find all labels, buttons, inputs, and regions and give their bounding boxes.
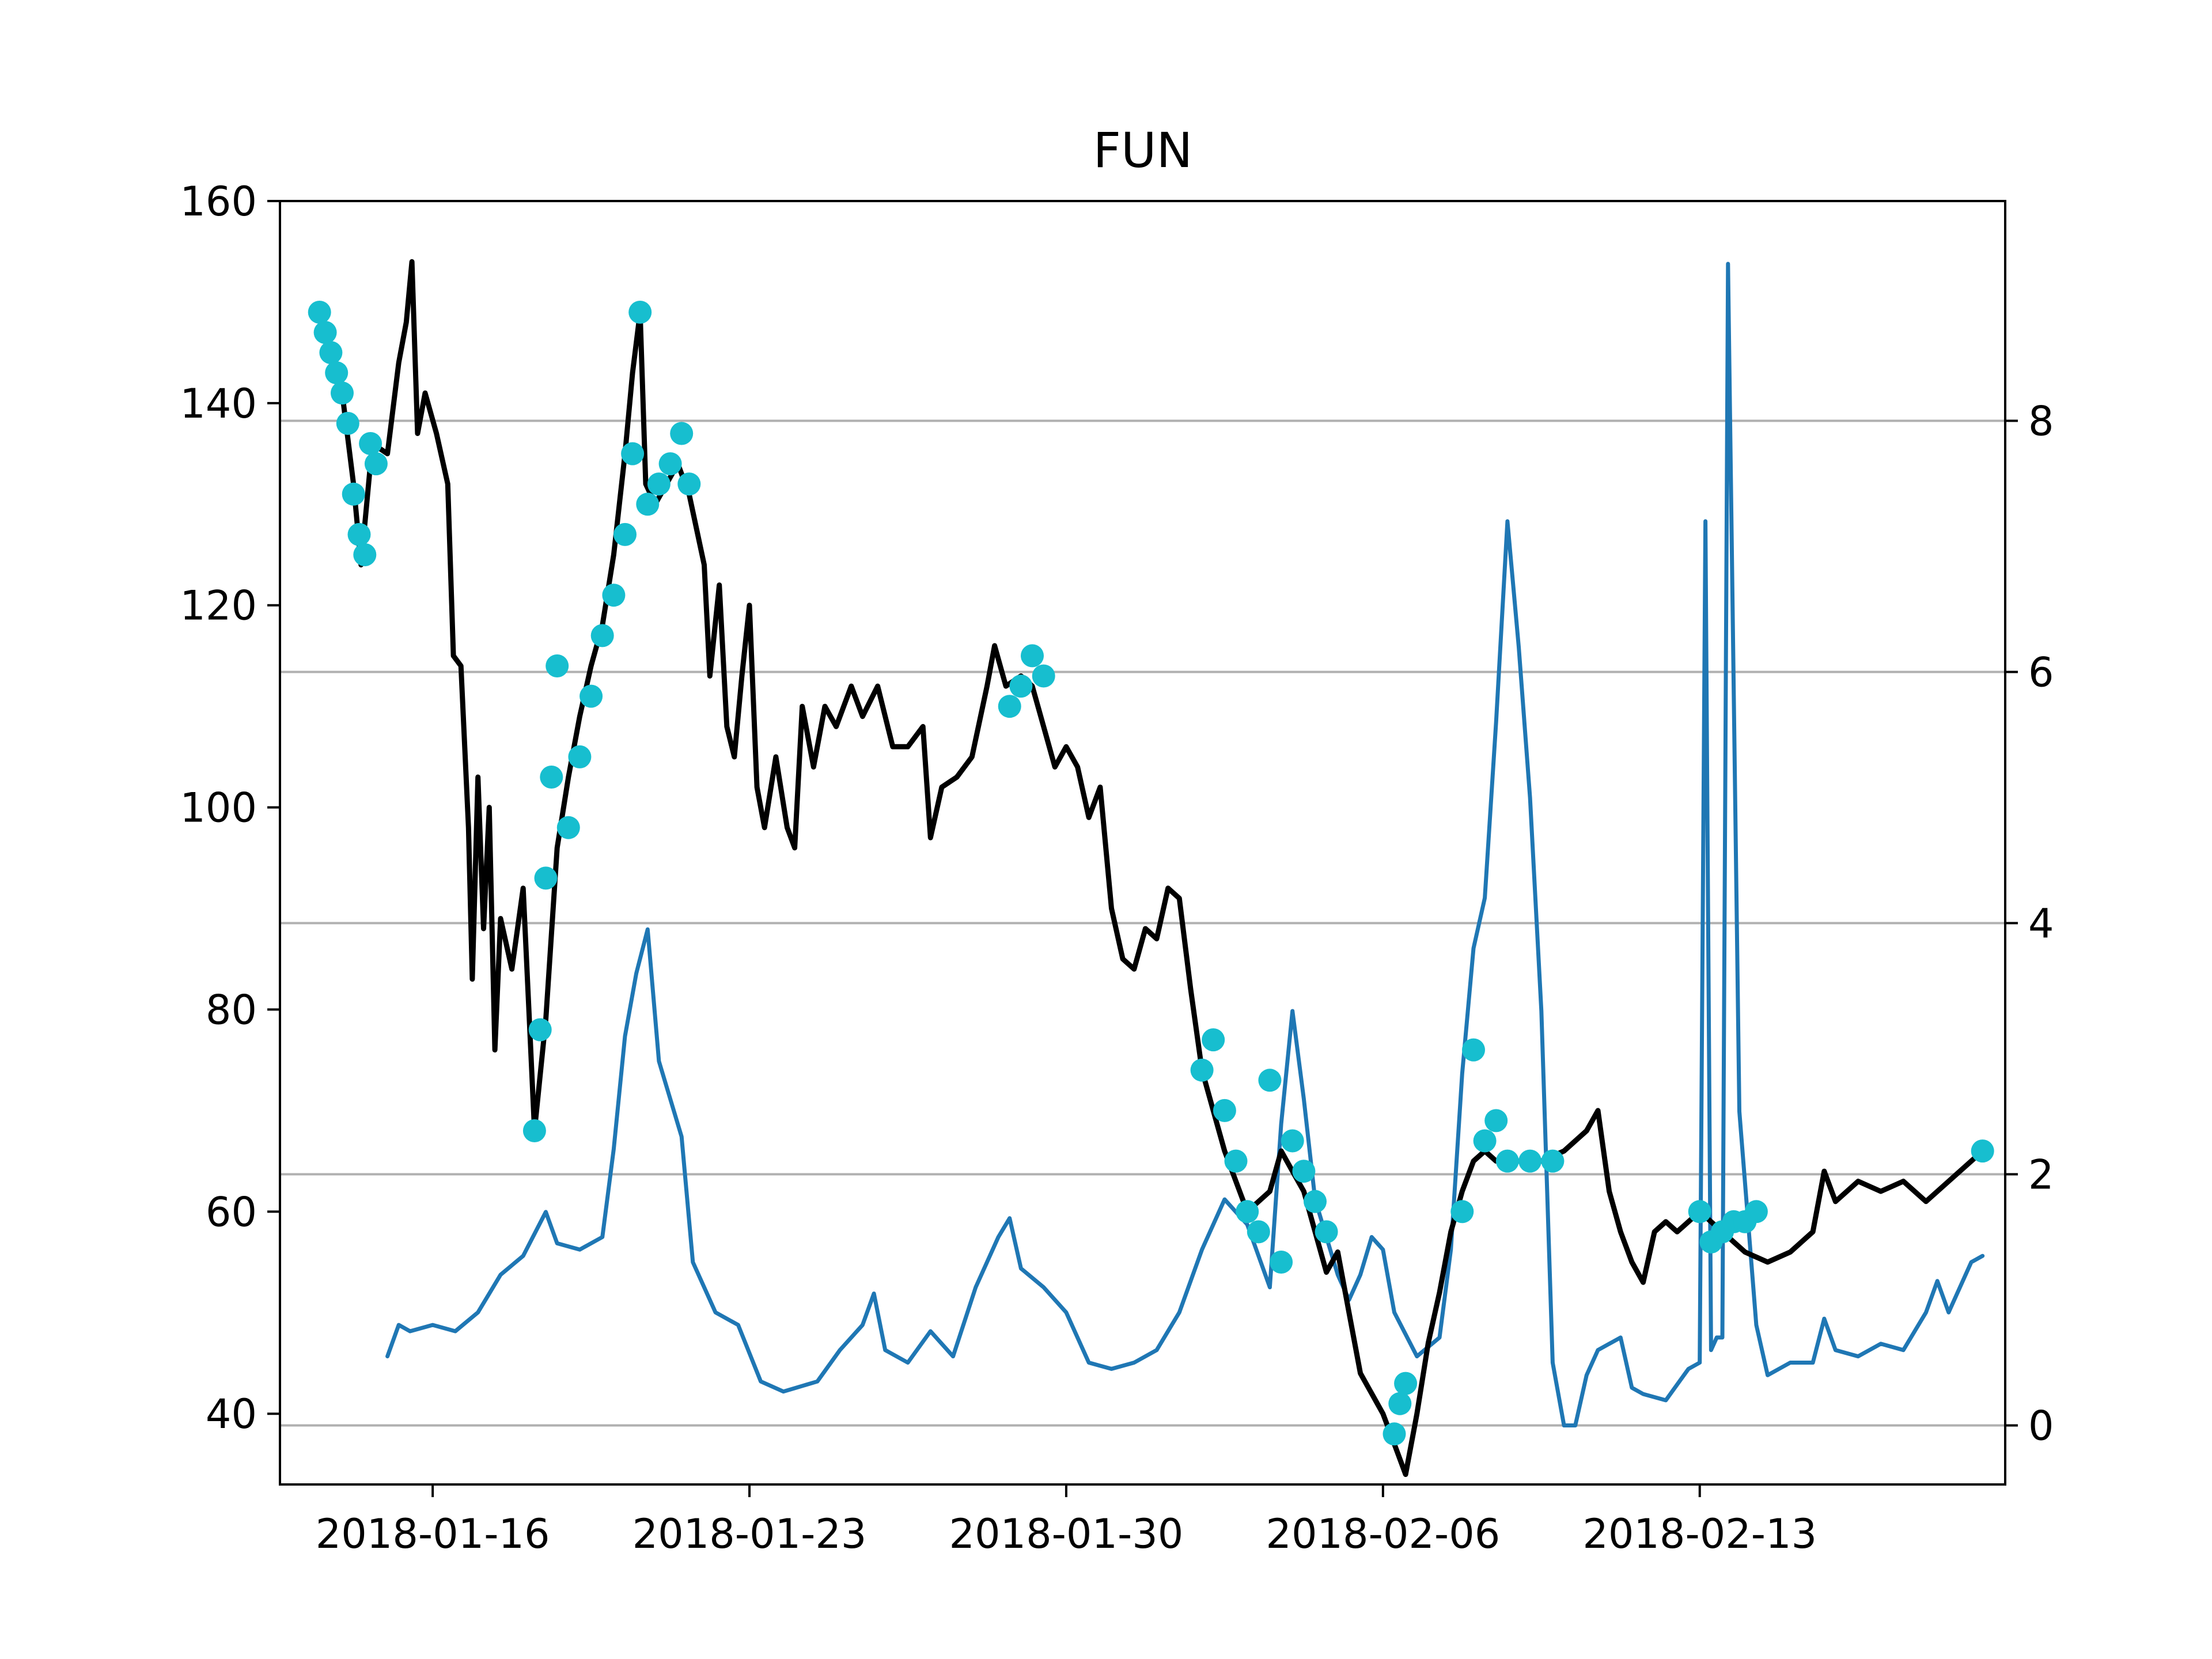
marker-point [1518, 1149, 1542, 1173]
marker-point [613, 522, 637, 546]
y-left-tick-label: 80 [206, 986, 257, 1033]
marker-point [336, 412, 359, 435]
marker-point [1315, 1220, 1338, 1244]
marker-point [528, 1018, 552, 1041]
marker-point [540, 766, 563, 789]
y-right-tick-label: 0 [2028, 1403, 2054, 1450]
marker-point [1484, 1109, 1508, 1132]
marker-point [1462, 1038, 1485, 1062]
marker-point [568, 745, 592, 768]
marker-point [579, 684, 603, 708]
marker-point [590, 624, 614, 647]
marker-point [1688, 1200, 1711, 1224]
y-left-tick-label: 160 [180, 178, 257, 225]
marker-point [1190, 1058, 1214, 1082]
y-right-tick-label: 4 [2028, 900, 2054, 948]
marker-point [647, 472, 671, 496]
marker-point [1032, 664, 1055, 688]
marker-point [1224, 1149, 1248, 1173]
y-left-tick-label: 120 [180, 582, 257, 630]
marker-point [522, 1119, 546, 1142]
marker-point [342, 482, 365, 506]
marker-point [1450, 1200, 1474, 1224]
marker-point [1541, 1149, 1565, 1173]
x-tick-label: 2018-02-13 [1582, 1510, 1817, 1558]
marker-point [1744, 1200, 1768, 1224]
marker-point [556, 816, 580, 839]
marker-point [1495, 1149, 1519, 1173]
marker-point [1236, 1200, 1259, 1224]
marker-point [319, 341, 343, 365]
marker-point [602, 584, 626, 607]
marker-point [998, 695, 1021, 718]
marker-point [359, 432, 382, 455]
marker-point [636, 493, 660, 516]
marker-point [621, 442, 645, 465]
marker-point [364, 452, 388, 476]
y-axis-left: 40 60 80 100 120 140 160 [180, 178, 280, 1438]
marker-point [1270, 1251, 1293, 1274]
marker-point [1304, 1190, 1327, 1213]
marker-point [1258, 1069, 1282, 1092]
gridlines [280, 419, 2005, 1427]
plot-frame [279, 200, 2006, 1486]
marker-point [1202, 1028, 1225, 1052]
indicator-series [385, 262, 1985, 1427]
marker-point [1021, 644, 1044, 668]
indicator-line [385, 262, 1985, 1427]
y-right-tick-label: 6 [2028, 649, 2054, 696]
marker-point [1394, 1372, 1418, 1395]
marker-point [670, 422, 694, 445]
marker-point [1213, 1099, 1236, 1122]
marker-point [628, 301, 652, 324]
marker-point [1388, 1392, 1412, 1415]
marker-point [1971, 1139, 1994, 1163]
x-axis: 2018-01-16 2018-01-23 2018-01-30 2018-02-06… [316, 1484, 1817, 1558]
x-tick-label: 2018-01-16 [316, 1510, 550, 1558]
x-tick-label: 2018-01-30 [949, 1510, 1184, 1558]
y-left-tick-label: 40 [206, 1391, 257, 1438]
marker-point [1009, 675, 1033, 698]
marker-point [534, 866, 558, 890]
marker-point [1473, 1129, 1497, 1153]
x-tick-label: 2018-02-06 [1266, 1510, 1500, 1558]
marker-point [1382, 1422, 1406, 1446]
y-left-tick-label: 100 [180, 785, 257, 832]
marker-point [546, 654, 569, 677]
marker-point [347, 522, 371, 546]
marker-point [1281, 1129, 1304, 1153]
y-axis-right: 0 2 4 6 8 [2005, 398, 2054, 1450]
marker-point [308, 301, 331, 324]
y-right-tick-label: 8 [2028, 398, 2054, 445]
marker-point [331, 381, 354, 405]
marker-series [308, 301, 1994, 1446]
marker-point [313, 321, 337, 344]
marker-point [353, 543, 377, 566]
marker-point [325, 361, 349, 385]
x-tick-label: 2018-01-23 [632, 1510, 867, 1558]
y-left-tick-label: 60 [206, 1188, 257, 1236]
y-left-tick-label: 140 [180, 380, 257, 427]
marker-point [658, 452, 682, 476]
marker-point [1292, 1160, 1316, 1183]
y-right-tick-label: 2 [2028, 1152, 2054, 1199]
chart-title: FUN [1093, 122, 1193, 179]
marker-point [677, 472, 701, 496]
marker-point [1247, 1220, 1270, 1244]
